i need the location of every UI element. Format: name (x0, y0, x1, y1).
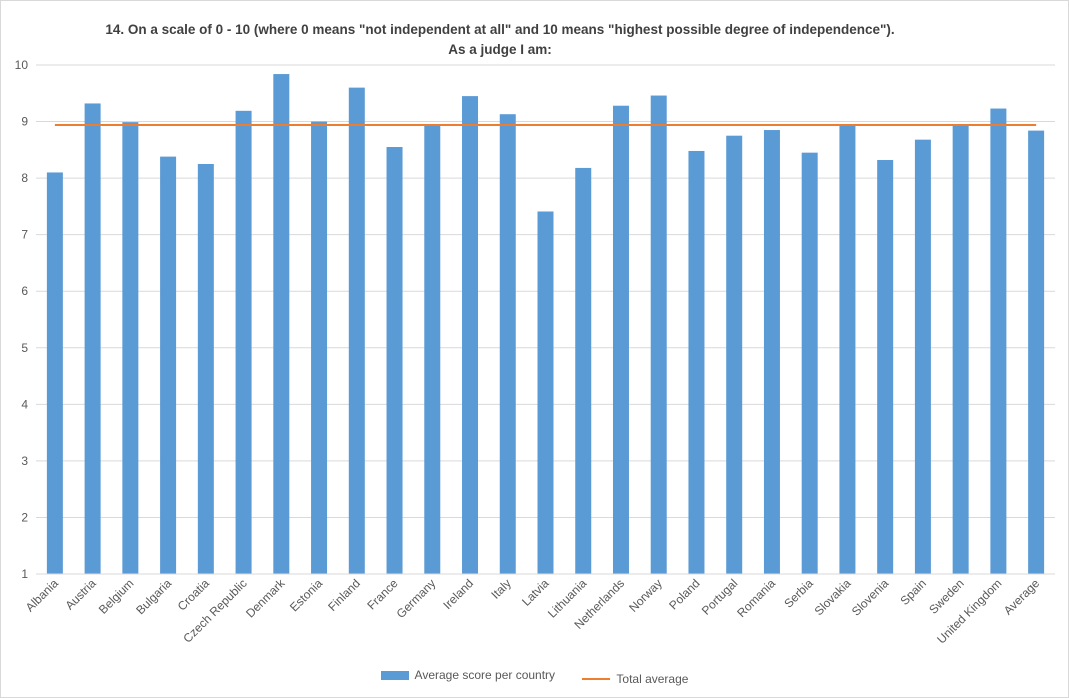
y-tick-label: 4 (21, 397, 28, 411)
x-tick-label: Germany (394, 576, 439, 621)
x-tick-label: Norway (626, 576, 665, 615)
bar (990, 108, 1007, 574)
y-tick-label: 5 (21, 341, 28, 355)
bar (84, 103, 101, 575)
bar (1028, 130, 1045, 575)
bar (575, 167, 592, 575)
y-tick-label: 3 (21, 454, 28, 468)
x-tick-label: Poland (666, 576, 702, 612)
x-tick-label: Slovenia (849, 576, 892, 619)
x-tick-label: Slovakia (812, 576, 854, 618)
bar (726, 135, 743, 574)
x-tick-label: Estonia (287, 576, 325, 614)
bar (877, 160, 894, 574)
bar (311, 121, 328, 575)
x-tick-label: Portugal (699, 576, 741, 618)
bar (235, 110, 252, 574)
x-tick-label: Spain (897, 576, 929, 608)
bar (650, 95, 667, 574)
y-tick-label: 6 (21, 284, 28, 298)
x-tick-label: Finland (325, 576, 363, 614)
chart-title-line-1: 14. On a scale of 0 - 10 (where 0 means … (105, 22, 895, 37)
chart-title: 14. On a scale of 0 - 10 (where 0 means … (0, 20, 1000, 60)
bar (46, 172, 63, 574)
bar (348, 87, 365, 574)
legend-item-bars: Average score per country (380, 668, 556, 682)
chart-title-line-2: As a judge I am: (448, 42, 552, 57)
x-tick-label: Croatia (175, 576, 212, 613)
legend-label-bars: Average score per country (414, 668, 556, 682)
legend: Average score per country Total average (0, 668, 1069, 686)
x-tick-label: Austria (62, 576, 99, 613)
x-tick-label: Average (1001, 576, 1043, 618)
bar (424, 125, 441, 575)
x-tick-label: Serbia (781, 576, 816, 611)
x-tick-label: Denmark (243, 576, 288, 621)
legend-swatch-line (582, 677, 611, 680)
bar (499, 114, 516, 574)
x-tick-label: Belgium (96, 576, 137, 617)
bar (952, 124, 969, 575)
bar (688, 150, 705, 574)
y-tick-label: 8 (21, 171, 28, 185)
plot-area: 1 2 3 4 5 6 7 8 9 10 Albania AustriaBelgiumBulgaria… (15, 58, 1055, 647)
bar (839, 124, 856, 575)
y-tick-label: 1 (21, 567, 28, 581)
bar (197, 163, 214, 574)
x-tick-label: Albania (23, 576, 61, 614)
bar (122, 122, 139, 575)
x-tick-label: Latvia (519, 576, 552, 609)
bar (386, 147, 403, 574)
x-tick-label: Italy (488, 576, 513, 601)
legend-label-line: Total average (616, 671, 689, 686)
bar (763, 130, 780, 575)
y-tick-label: 7 (21, 228, 28, 242)
bar (801, 152, 818, 574)
bar (914, 139, 931, 575)
x-tick-label: United Kingdom (934, 576, 1004, 646)
y-tick-label: 2 (21, 510, 28, 524)
y-tick-label: 10 (15, 58, 29, 72)
x-tick-label: Romania (734, 576, 778, 620)
bar (273, 74, 290, 574)
legend-item-line: Total average (582, 672, 688, 686)
x-tick-label: Bulgaria (133, 576, 174, 617)
bar (160, 156, 177, 574)
legend-swatch-bar (380, 670, 409, 680)
bar (612, 105, 629, 574)
bar (462, 96, 479, 574)
y-tick-label: 9 (21, 115, 28, 129)
x-tick-label: France (364, 576, 401, 613)
x-tick-label: Ireland (440, 576, 476, 612)
bar (537, 211, 554, 574)
